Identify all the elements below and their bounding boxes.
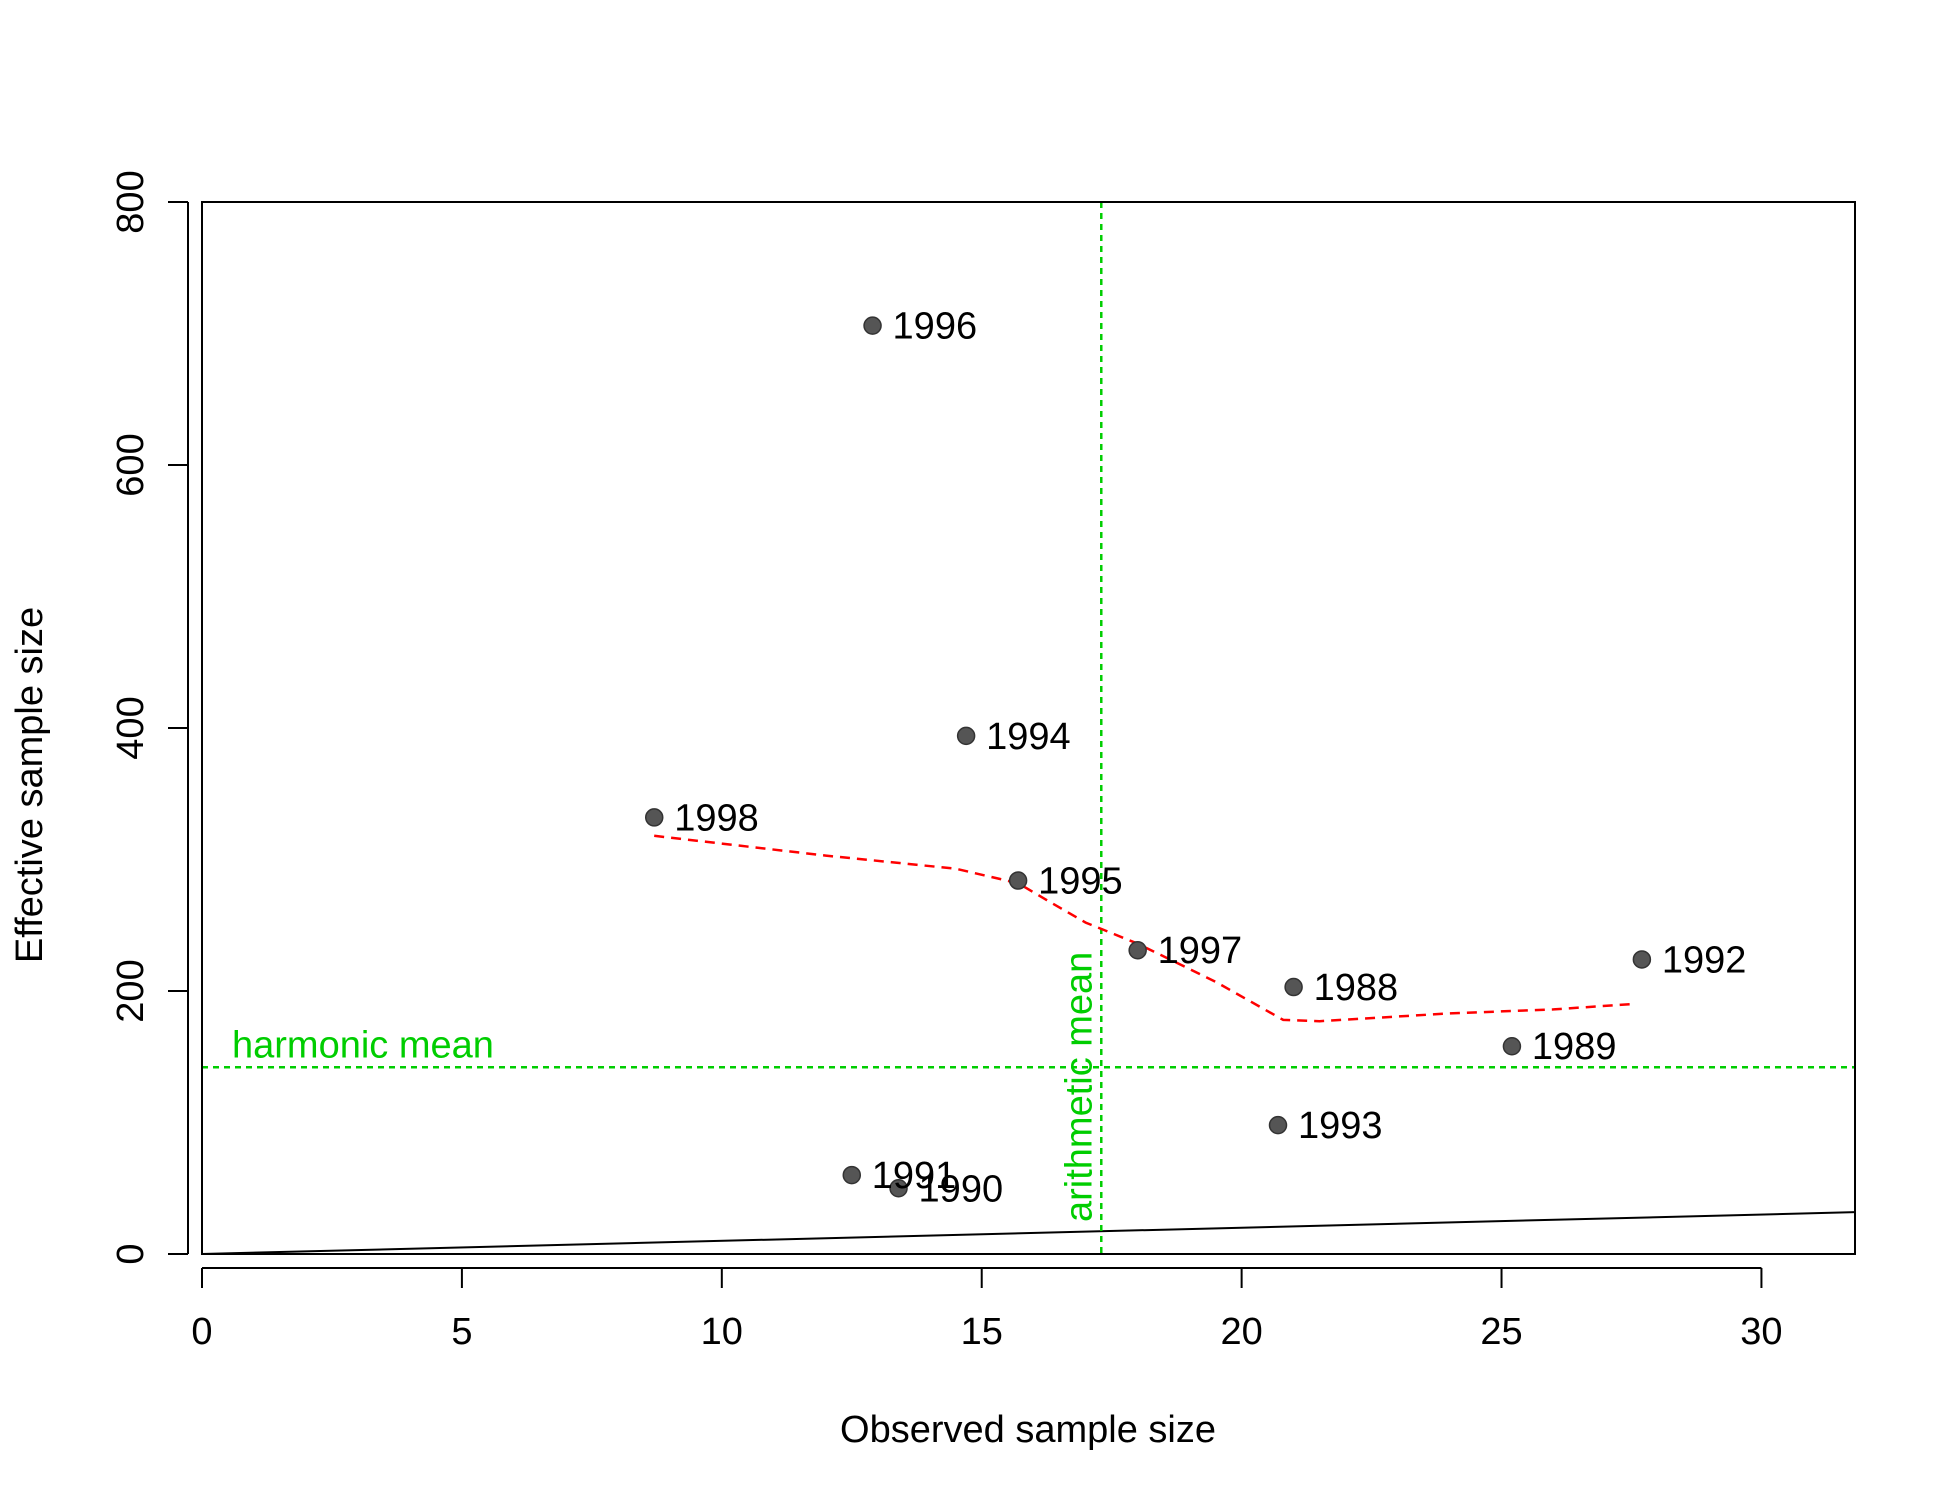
y-tick-label: 200	[110, 959, 152, 1022]
data-point	[1502, 1036, 1522, 1056]
point-label: 1993	[1298, 1105, 1383, 1147]
harmonic-mean-label: harmonic mean	[232, 1024, 494, 1066]
smoother-line	[654, 834, 1632, 1023]
y-tick-label: 600	[110, 433, 152, 496]
point-label: 1998	[674, 797, 759, 839]
data-point	[956, 726, 976, 746]
x-tick-label: 20	[1220, 1311, 1262, 1353]
arithmetic-mean-label: arithmetic mean	[1058, 952, 1100, 1222]
y-tick-label: 400	[110, 696, 152, 759]
x-tick-label: 25	[1480, 1311, 1522, 1353]
point-label: 1994	[986, 716, 1071, 758]
data-point	[889, 1179, 908, 1198]
x-tick-label: 30	[1740, 1311, 1782, 1353]
x-tick-label: 15	[961, 1311, 1003, 1353]
x-axis-label: Observed sample size	[840, 1409, 1216, 1451]
y-tick-label: 800	[110, 170, 152, 233]
x-tick-label: 10	[701, 1311, 743, 1353]
point-label: 1991	[872, 1155, 957, 1197]
reference-line	[201, 1211, 1856, 1255]
point-label: 1996	[893, 306, 978, 348]
data-point	[1268, 1115, 1288, 1135]
data-point	[1128, 940, 1147, 960]
plot-frame	[201, 201, 1856, 1255]
point-label: 1992	[1662, 939, 1747, 981]
point-label: 1988	[1314, 967, 1399, 1009]
data-point	[1284, 977, 1303, 997]
data-point	[1008, 871, 1028, 890]
data-point	[644, 808, 664, 827]
y-axis-label: Effective sample size	[9, 607, 51, 963]
y-tick-label: 0	[110, 1243, 152, 1264]
point-label: 1989	[1532, 1026, 1617, 1068]
point-label: 1990	[919, 1168, 1004, 1210]
point-label: 1997	[1158, 930, 1243, 972]
data-point	[1632, 950, 1652, 969]
point-label: 1995	[1038, 861, 1123, 903]
x-tick-label: 0	[191, 1311, 212, 1353]
x-tick-label: 5	[451, 1311, 472, 1353]
data-point	[842, 1165, 862, 1185]
data-point	[863, 316, 882, 335]
